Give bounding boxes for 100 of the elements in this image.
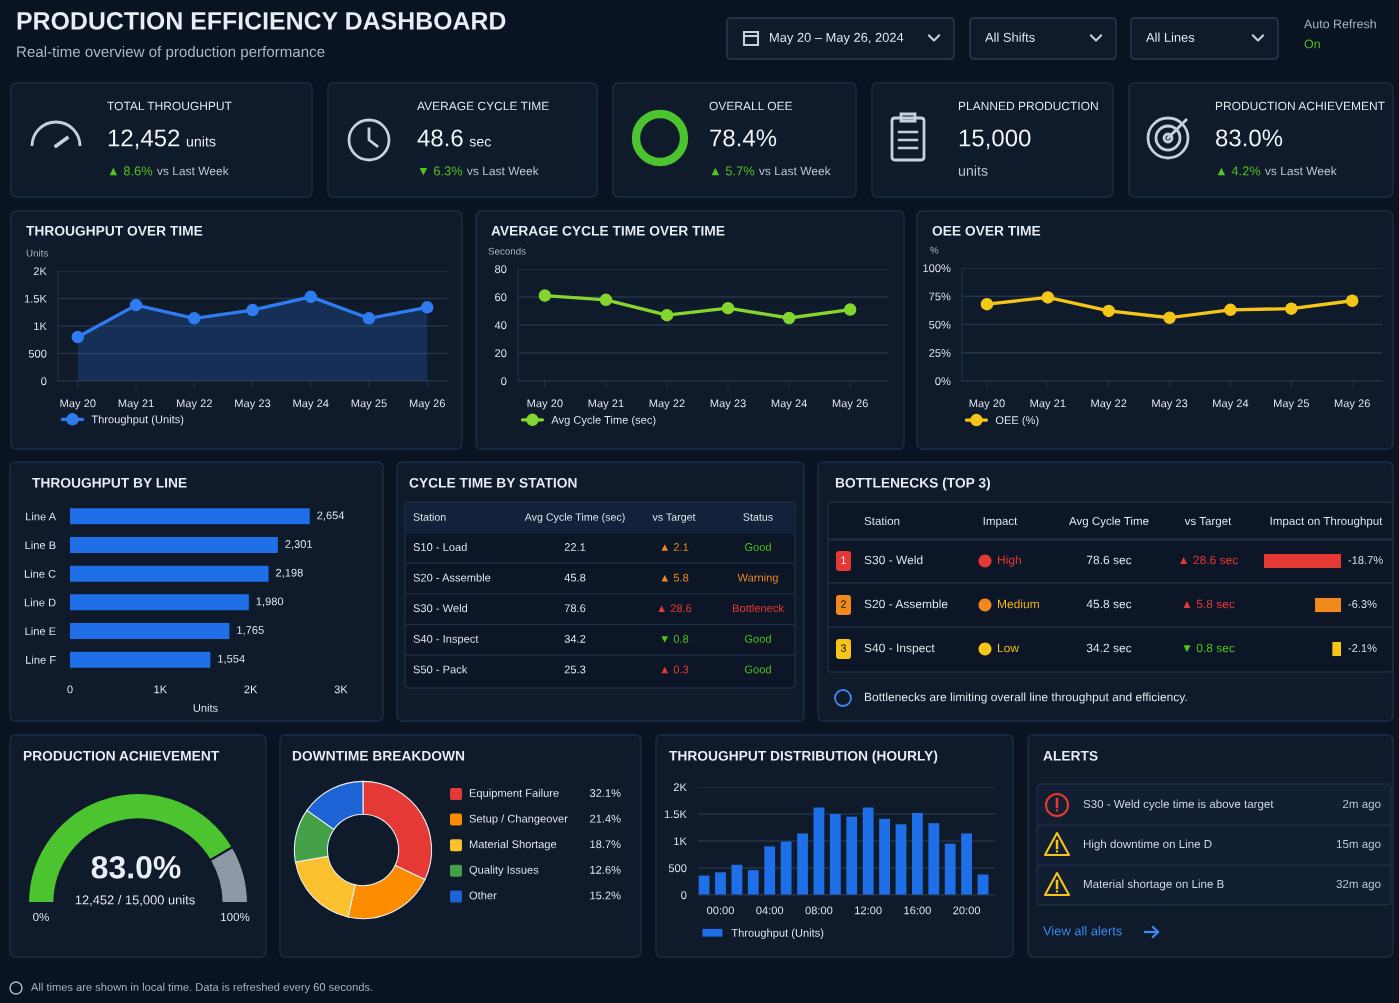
bar — [70, 536, 278, 554]
y-axis-title: Seconds — [488, 247, 526, 255]
y-tick-label: S40 - Inspect — [864, 643, 935, 655]
text: Impact — [983, 517, 1018, 528]
legend-label: Equipment Failure — [469, 788, 559, 800]
text: ▲ 28.6 — [658, 604, 692, 613]
y-tick-label: Line C — [24, 569, 56, 578]
point — [1041, 291, 1055, 304]
text: units — [186, 136, 216, 147]
x-tick-label: May 23 — [235, 399, 271, 410]
text: Medium — [997, 599, 1039, 609]
legend-label: Material Shortage — [469, 840, 557, 851]
point — [71, 330, 85, 344]
y-tick-label: 0 — [41, 377, 47, 386]
text: All Lines — [1146, 32, 1195, 42]
text: 48.6 — [417, 129, 463, 147]
bar — [731, 864, 743, 895]
bar — [797, 833, 808, 895]
text: High downtime on Line D — [1083, 839, 1212, 851]
text: ▲ 4.2% — [1217, 166, 1261, 176]
point — [304, 290, 317, 304]
bar — [829, 814, 841, 895]
x-tick-label: May 21 — [1030, 399, 1066, 410]
point — [246, 303, 259, 317]
text: 34.2 sec — [1086, 643, 1132, 653]
text: Good — [744, 665, 771, 674]
text: 78.6 — [564, 604, 586, 613]
text: units — [958, 165, 988, 176]
y-tick-label: 20 — [495, 349, 507, 358]
text: Bottleneck — [732, 604, 784, 613]
text: 45.8 — [564, 573, 586, 582]
text: S20 - Assemble — [413, 573, 491, 582]
text: 34.2 — [564, 634, 586, 643]
bar — [895, 824, 907, 895]
bar — [977, 874, 989, 895]
y-tick-label: 1K — [674, 837, 687, 846]
text: OVERALL OEE — [709, 101, 793, 111]
data-label: 1,554 — [218, 654, 245, 664]
point — [1285, 302, 1298, 315]
point — [1102, 304, 1115, 318]
bar — [780, 841, 792, 895]
text: BOTTLENECKS (TOP 3) — [835, 477, 990, 491]
bar — [928, 823, 940, 895]
y-tick-label: 0% — [935, 377, 951, 386]
data-label: 1,765 — [237, 626, 264, 636]
y-tick-label: 500 — [668, 864, 687, 873]
data-label: 2,654 — [317, 511, 345, 521]
text: CYCLE TIME BY STATION — [409, 477, 577, 488]
y-tick-label: 100% — [923, 264, 951, 273]
text: High — [997, 555, 1021, 567]
text: ▲ 5.8 sec — [1183, 599, 1235, 609]
x-tick-label: May 26 — [1334, 399, 1370, 410]
point — [660, 308, 674, 322]
text: AVERAGE CYCLE TIME — [417, 101, 549, 111]
x-tick-label: May 25 — [1274, 399, 1310, 410]
text: Avg Cycle Time (sec) — [524, 513, 625, 523]
bar — [747, 870, 759, 895]
point — [843, 303, 857, 316]
legend-label: Avg Cycle Time (sec) — [551, 415, 656, 427]
y-tick-label: 80 — [495, 265, 507, 274]
x-tick-label: 04:00 — [756, 906, 784, 915]
point — [782, 311, 796, 325]
data-label: 2,198 — [276, 568, 303, 578]
y-tick-label: 500 — [28, 349, 47, 358]
point — [721, 301, 735, 315]
data-label: -18.7% — [1348, 556, 1383, 564]
legend-label: Quality Issues — [469, 865, 539, 876]
x-tick-label: May 25 — [351, 399, 387, 410]
text: ▼ 0.8 sec — [1183, 643, 1235, 653]
x-tick-label: May 20 — [969, 399, 1005, 410]
chart-title: OEE OVER TIME — [932, 225, 1041, 236]
y-tick-label: 50% — [929, 320, 951, 329]
x-tick-label: May 23 — [1152, 399, 1188, 410]
bar — [70, 622, 230, 640]
text: ▲ 5.7% — [711, 166, 755, 176]
y-tick-label: Line E — [25, 626, 56, 636]
text: Good — [744, 542, 771, 551]
text: vs Last Week — [1264, 166, 1337, 176]
text: Status — [743, 513, 773, 521]
bar — [911, 812, 923, 895]
chart-title: AVERAGE CYCLE TIME OVER TIME — [491, 225, 725, 236]
bar — [70, 651, 211, 668]
text: 22.1 — [564, 543, 586, 551]
text: vs Last Week — [758, 166, 831, 176]
point — [599, 293, 613, 307]
text: 83.0% — [1216, 129, 1283, 147]
x-tick-label: May 26 — [832, 399, 868, 410]
text: vs Target — [652, 513, 696, 523]
text: ▲ 0.3 — [661, 665, 689, 674]
text: S30 - Weld cycle time is above target — [1083, 799, 1274, 811]
bar — [764, 846, 776, 895]
text: S40 - Inspect — [413, 634, 479, 645]
text: Impact on Throughput — [1270, 516, 1383, 528]
text: All times are shown in local time. Data is refreshed every 60 seconds. — [31, 982, 373, 994]
text: Bottlenecks are limiting overall line throughput and efficiency. — [864, 692, 1187, 704]
text: On — [1304, 39, 1320, 49]
x-tick-label: May 22 — [649, 399, 685, 410]
text: sec — [469, 138, 492, 147]
text: Low — [997, 643, 1020, 653]
point — [538, 289, 552, 302]
